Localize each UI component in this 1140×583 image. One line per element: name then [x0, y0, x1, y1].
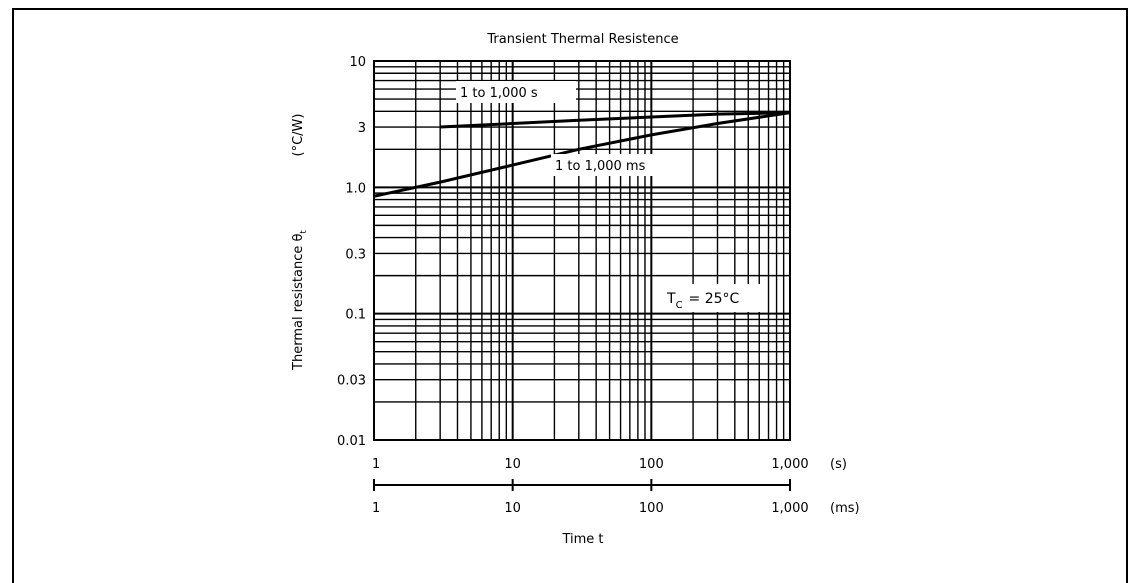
series-line: [440, 111, 791, 129]
y-tick-label: 0.3: [345, 247, 366, 262]
x-tick-label: 1,000: [771, 501, 808, 516]
figure-frame: [12, 8, 1128, 583]
annotation-tc: TC = 25°C: [659, 284, 763, 312]
x-tick-label: 100: [639, 457, 664, 472]
x-axes: 1 10 100 1,000 (s) 1 10 100 1,000 (ms): [372, 457, 860, 516]
series-label: 1 to 1,000 ms: [555, 159, 646, 174]
annotation-tc-subscript: C: [676, 300, 683, 311]
x-tick-label: 1: [372, 457, 380, 472]
thermal-resistance-chart: Transient Thermal Resistence 10 3 1.0 0.3 0.…: [291, 32, 860, 547]
y-axis-label-main: Thermal resistance θ: [291, 234, 306, 371]
x-tick-label: 1,000: [771, 457, 808, 472]
series-line: [373, 111, 791, 198]
series-label-bg: [456, 81, 576, 103]
plot-border: [373, 60, 791, 441]
x-axis-unit-label: (ms): [830, 501, 860, 516]
x-axis-label: Time t: [561, 532, 603, 547]
annotation-tc-main: T: [666, 291, 676, 307]
x-tick-label: 10: [504, 457, 521, 472]
y-tick-label: 1.0: [345, 181, 366, 196]
y-axis-label-text: Thermal resistance θt: [291, 230, 309, 371]
y-axis-label-subscript: t: [299, 230, 309, 234]
y-tick-label: 0.1: [345, 308, 366, 323]
y-axis-label: Thermal resistance θt (°C/W): [291, 114, 309, 371]
series-label: 1 to 1,000 s: [460, 86, 538, 101]
x-tick-label: 100: [639, 501, 664, 516]
y-tick-label: 10: [349, 55, 366, 70]
plot-grid: [373, 60, 791, 441]
chart-title: Transient Thermal Resistence: [486, 32, 678, 47]
x-tick-label: 1: [372, 501, 380, 516]
series-label-bg: [551, 154, 683, 176]
x-axis-unit-label: (s): [830, 457, 847, 472]
annotation-tc-text: TC = 25°C: [666, 291, 740, 311]
series-lines: 1 to 1,000 s 1 to 1,000 ms: [373, 81, 791, 198]
annotation-tc-suffix: = 25°C: [689, 291, 740, 307]
y-axis-label-unit: (°C/W): [291, 114, 306, 157]
x-tick-label: 10: [504, 501, 521, 516]
y-tick-label: 0.03: [337, 374, 366, 389]
y-tick-labels: 10 3 1.0 0.3 0.1 0.03 0.01: [337, 55, 366, 449]
y-tick-label: 0.01: [337, 434, 366, 449]
y-tick-label: 3: [358, 121, 366, 136]
